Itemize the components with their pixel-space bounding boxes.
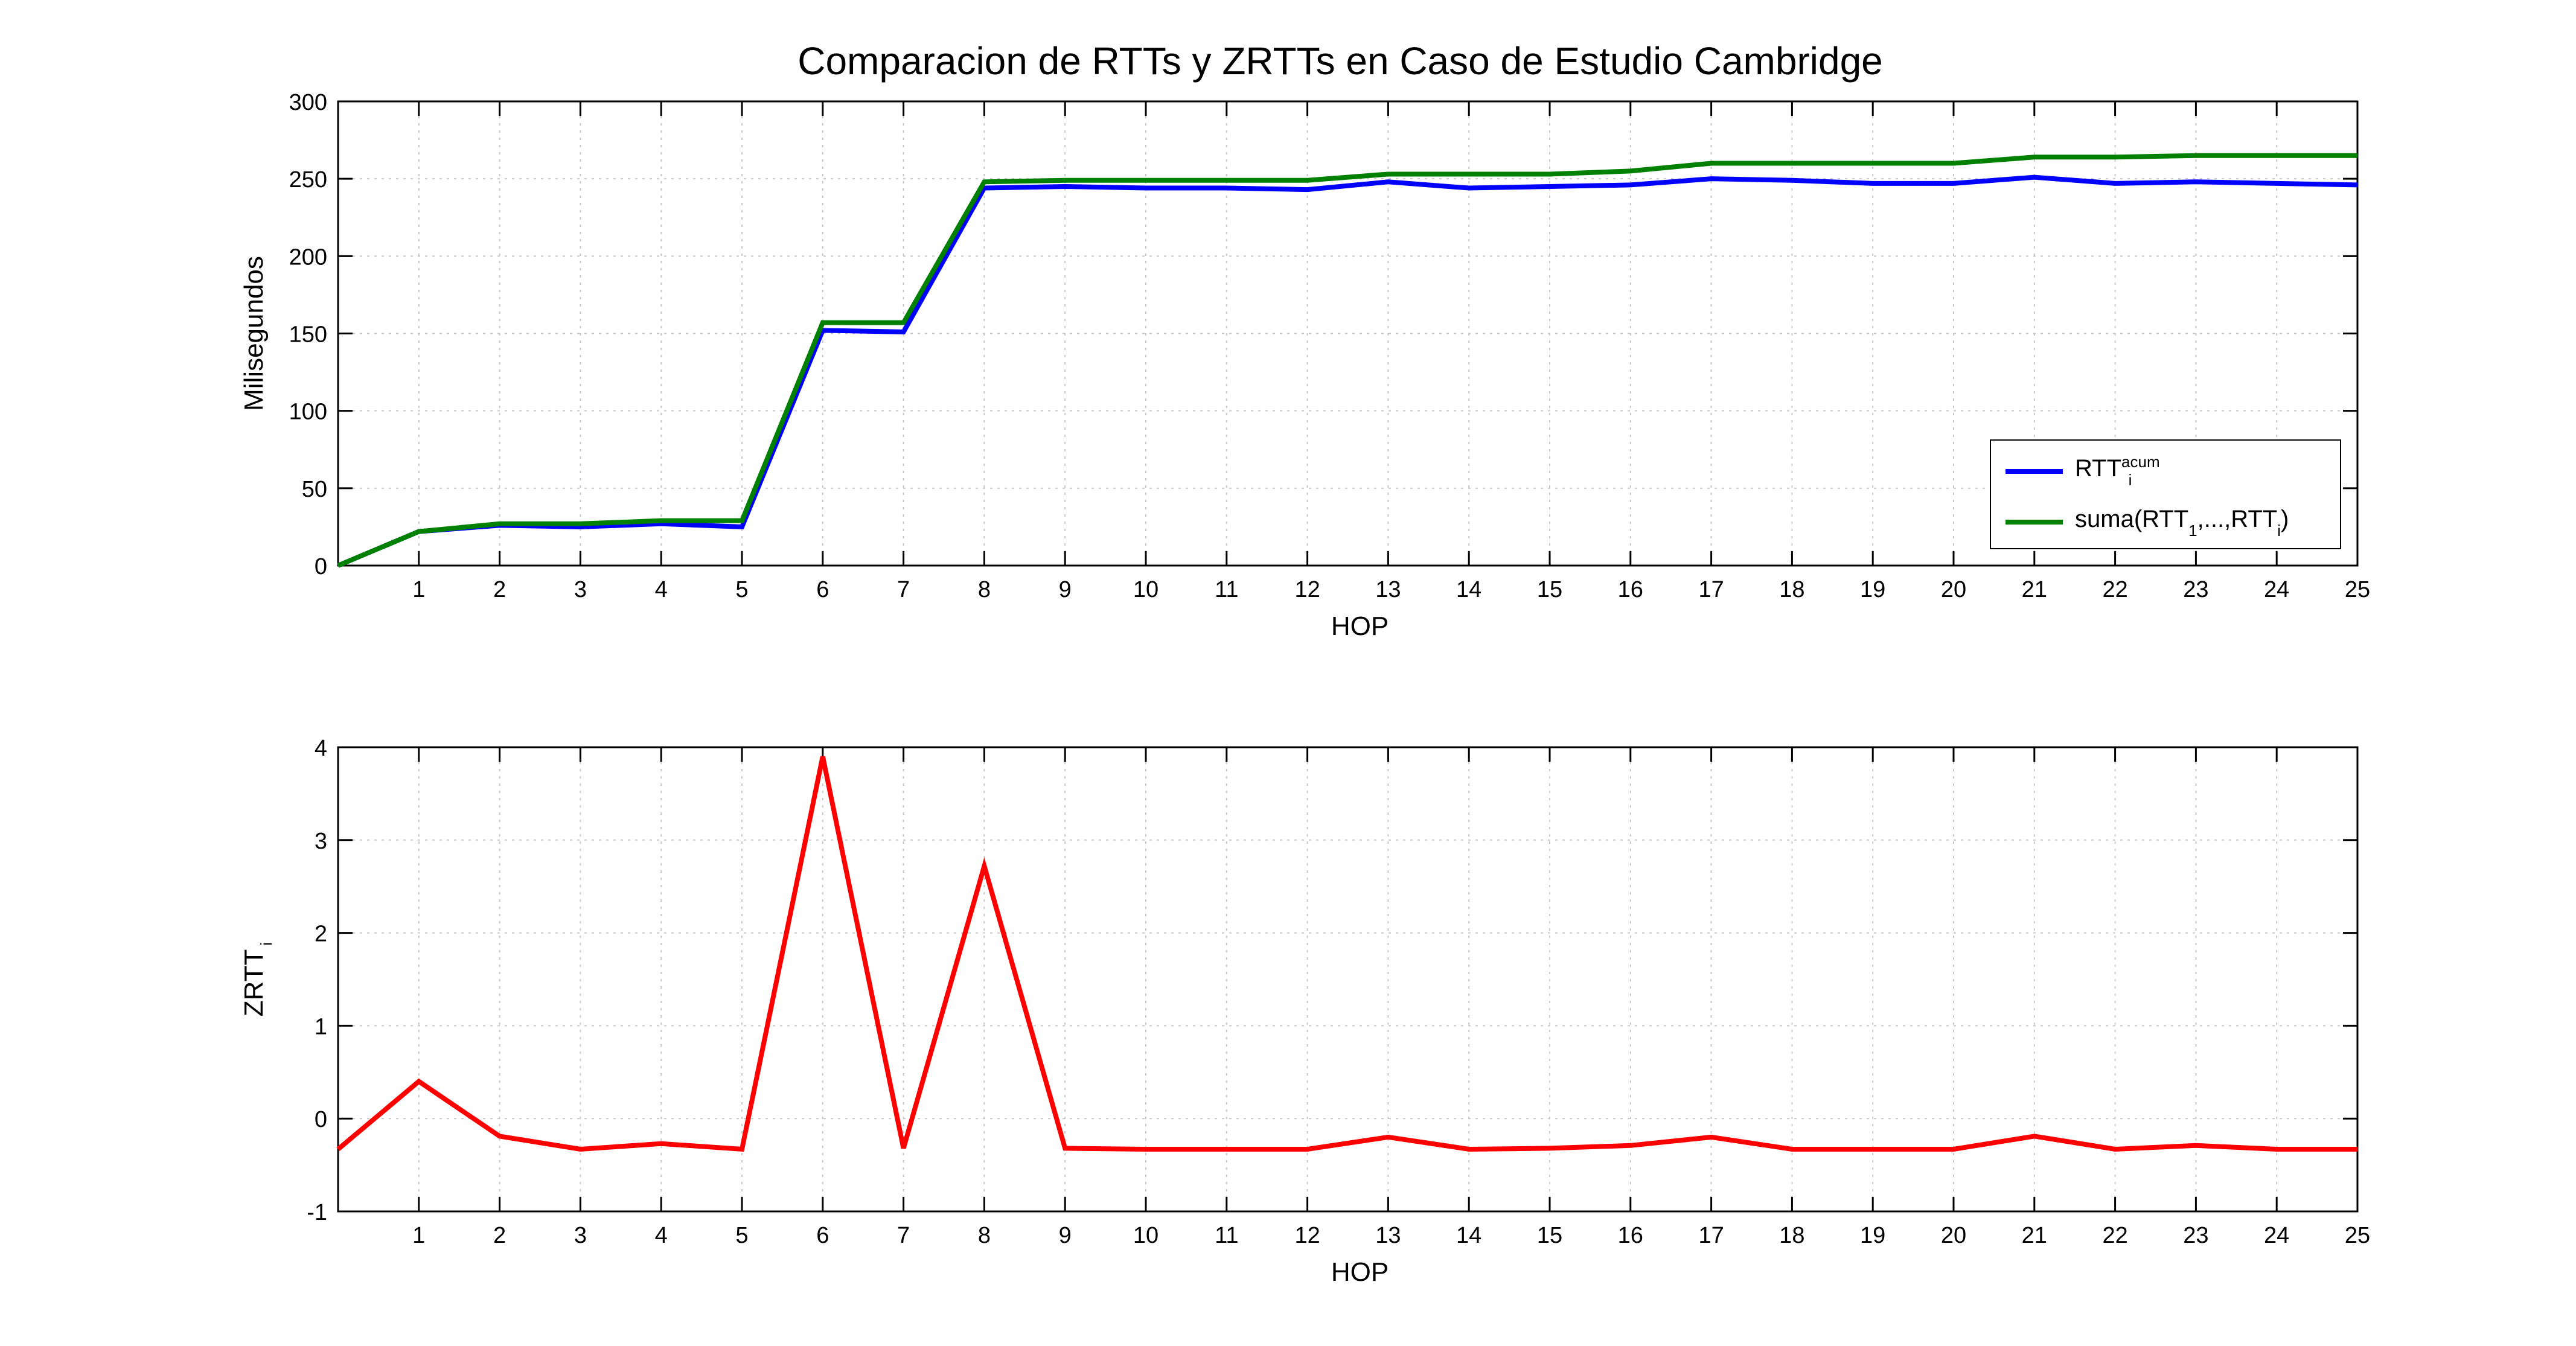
x-axis-label: HOP [1331, 611, 1389, 641]
x-tick-label: 17 [1698, 577, 1724, 602]
y-axis-label: ZRTTi [239, 942, 275, 1016]
x-tick-label: 2 [493, 577, 506, 602]
x-tick-label: 13 [1375, 577, 1401, 602]
x-tick-label: 25 [2345, 1223, 2370, 1248]
y-tick-label: 0 [315, 1107, 327, 1132]
y-tick-label: 250 [289, 167, 327, 193]
x-tick-label: 21 [2022, 577, 2047, 602]
y-tick-label: 300 [289, 90, 327, 115]
x-tick-label: 19 [1860, 577, 1885, 602]
x-tick-label: 4 [655, 1223, 668, 1248]
x-tick-label: 10 [1133, 577, 1159, 602]
y-axis-label: Milisegundos [239, 256, 269, 411]
x-tick-label: 25 [2345, 577, 2370, 602]
y-tick-label: 100 [289, 400, 327, 425]
x-tick-label: 5 [735, 1223, 748, 1248]
x-tick-label: 1 [412, 577, 425, 602]
x-tick-label: 20 [1941, 577, 1966, 602]
legend-entry: suma(RTT1,...,RTTi) [2075, 506, 2289, 540]
y-tick-label: 200 [289, 244, 327, 270]
x-tick-label: 9 [1059, 1223, 1072, 1248]
chart-bottom-zrtt: 1 2 3 4 5 6 7 8 9 10 11 12 13 14 15 16 17 18 19 20 21 22 23 24 2… [239, 736, 2370, 1287]
y-tick-label: -1 [307, 1200, 327, 1225]
x-tick-label: 13 [1375, 1223, 1401, 1248]
y-tick-label: 2 [315, 922, 327, 947]
x-tick-label: 23 [2183, 1223, 2208, 1248]
legend-entry: RTTacum i [2075, 453, 2160, 489]
x-tick-label: 6 [816, 577, 829, 602]
x-tick-label: 6 [816, 1223, 829, 1248]
x-tick-label: 8 [978, 577, 991, 602]
x-tick-label: 1 [412, 1223, 425, 1248]
x-tick-label: 10 [1133, 1223, 1159, 1248]
x-tick-label: 20 [1941, 1223, 1966, 1248]
x-tick-label: 8 [978, 1223, 991, 1248]
legend: RTTacum i suma(RTT1,...,RTTi) [1990, 439, 2341, 549]
series-line-0-0 [337, 174, 2358, 568]
y-tick-label: 0 [315, 554, 327, 579]
x-tick-label: 16 [1618, 577, 1643, 602]
y-tick-label: 50 [302, 477, 327, 502]
x-tick-label: 12 [1294, 1223, 1320, 1248]
chart-top-rtt: 1 2 3 4 5 6 7 8 9 10 11 12 13 14 15 16 17 18 19 20 21 22 23 24 2… [239, 90, 2370, 641]
x-tick-label: 5 [735, 577, 748, 602]
y-tick-label: 1 [315, 1014, 327, 1039]
x-tick-label: 3 [574, 577, 587, 602]
x-tick-label: 21 [2022, 1223, 2047, 1248]
x-tick-label: 15 [1537, 577, 1562, 602]
x-tick-label: 4 [655, 577, 668, 602]
x-tick-label: 15 [1537, 1223, 1562, 1248]
x-tick-label: 19 [1860, 1223, 1885, 1248]
axes-box [337, 746, 2359, 1213]
x-tick-label: 22 [2102, 1223, 2127, 1248]
x-tick-label: 14 [1456, 1223, 1481, 1248]
x-tick-label: 23 [2183, 577, 2208, 602]
x-tick-label: 7 [897, 1223, 910, 1248]
x-tick-label: 22 [2102, 577, 2127, 602]
x-axis-label: HOP [1331, 1257, 1389, 1287]
y-tick-label: 150 [289, 322, 327, 348]
x-tick-label: 16 [1618, 1223, 1643, 1248]
x-tick-label: 18 [1779, 577, 1804, 602]
x-tick-label: 14 [1456, 577, 1481, 602]
x-tick-label: 9 [1059, 577, 1072, 602]
x-tick-label: 17 [1698, 1223, 1724, 1248]
x-tick-label: 11 [1215, 577, 1238, 602]
y-tick-label: 4 [315, 736, 327, 761]
legend-box [1990, 439, 2341, 549]
x-tick-label: 18 [1779, 1223, 1804, 1248]
x-tick-label: 3 [574, 1223, 587, 1248]
y-tick-label: 3 [315, 829, 327, 854]
chart-title: Comparacion de RTTs y ZRTTs en Caso de E… [797, 39, 1883, 83]
x-tick-label: 12 [1294, 577, 1320, 602]
x-tick-label: 2 [493, 1223, 506, 1248]
series-line-1-0 [336, 756, 2357, 1152]
x-tick-label: 11 [1215, 1223, 1238, 1248]
series-line-0-1 [337, 153, 2357, 568]
x-tick-label: 24 [2264, 577, 2289, 602]
x-tick-label: 7 [897, 577, 910, 602]
x-tick-label: 24 [2264, 1223, 2289, 1248]
